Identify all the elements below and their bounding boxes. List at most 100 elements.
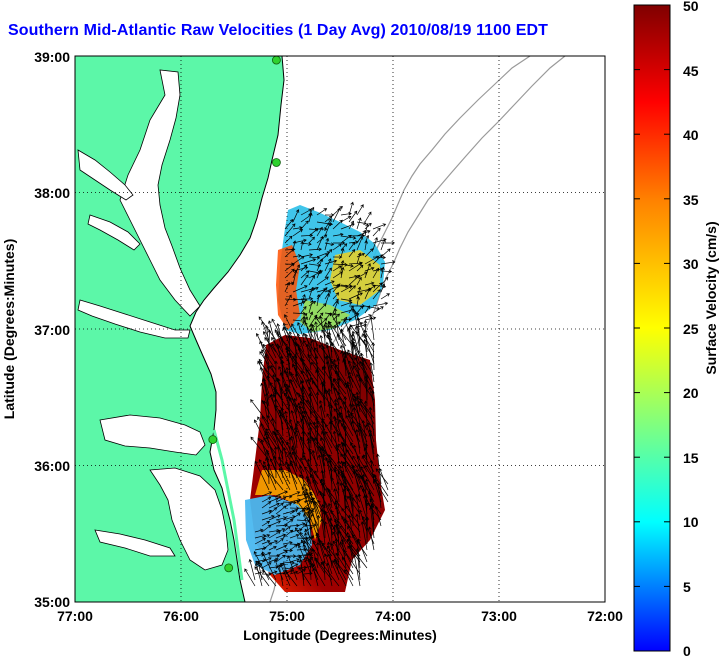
velocity-arrow (316, 293, 321, 307)
velocity-arrow (361, 455, 375, 479)
velocity-arrow (292, 256, 305, 265)
velocity-arrow (289, 533, 300, 539)
velocity-arrow (268, 557, 279, 563)
velocity-arrow (295, 429, 305, 455)
velocity-arrow (300, 296, 314, 301)
velocity-arrow (367, 526, 375, 551)
velocity-arrow (359, 474, 375, 503)
velocity-arrow (324, 259, 338, 265)
velocity-arrow (364, 263, 371, 279)
plot-border (74, 55, 606, 603)
velocity-arrow (351, 337, 356, 371)
velocity-arrow (316, 269, 322, 279)
velocity-arrow (356, 276, 362, 286)
velocity-arrow (261, 491, 273, 497)
velocity-arrow (364, 378, 369, 407)
velocity-arrow (289, 563, 299, 569)
velocity-arrow (268, 514, 281, 521)
velocity-arrow (282, 562, 291, 581)
velocity-arrow (268, 570, 278, 575)
velocity-arrow (254, 562, 263, 587)
velocity-arrow (358, 509, 368, 533)
velocity-arrow (261, 520, 271, 527)
velocity-arrow (292, 300, 306, 307)
velocity-arrow (300, 370, 312, 395)
velocity-arrow (292, 285, 308, 293)
velocity-arrow (291, 451, 305, 473)
velocity-arrow (291, 447, 305, 467)
velocity-arrow (321, 366, 340, 395)
velocity-arrow (302, 454, 319, 479)
velocity-arrow (316, 303, 327, 314)
velocity-arrow (308, 386, 319, 407)
velocity-arrow (275, 538, 284, 545)
colorbar-tick-label: 50 (683, 0, 699, 14)
velocity-arrow (289, 513, 301, 521)
velocity-arrow (380, 260, 396, 265)
velocity-arrow (345, 519, 361, 545)
velocity-arrow (356, 305, 364, 314)
velocity-arrow (337, 391, 347, 413)
velocity-arrow (348, 313, 360, 321)
velocity-arrow (324, 258, 332, 272)
velocity-arrow (295, 351, 312, 377)
velocity-vectors (244, 201, 396, 587)
velocity-arrow (340, 298, 353, 303)
velocity-arrow (351, 330, 361, 359)
velocity-arrow (282, 500, 297, 505)
velocity-arrow (327, 553, 340, 581)
velocity-arrow (342, 461, 354, 485)
velocity-arrow (358, 377, 363, 401)
velocity-arrow (308, 228, 319, 237)
y-tick-label: 36:00 (34, 458, 70, 474)
y-tick-label: 37:00 (34, 322, 70, 338)
velocity-arrow (289, 558, 300, 563)
velocity-arrow (278, 413, 284, 437)
velocity-arrow (282, 560, 295, 565)
velocity-arrow (343, 350, 354, 377)
velocity-arrow (328, 374, 333, 395)
velocity-arrow (340, 243, 348, 251)
colorbar-tick-label: 5 (683, 579, 691, 595)
velocity-arrow (329, 523, 334, 545)
velocity-arrow (308, 447, 319, 467)
velocity-arrow (261, 534, 271, 539)
velocity-arrow (268, 545, 277, 551)
velocity-arrow (279, 372, 291, 401)
velocity-arrow (303, 332, 319, 359)
colorbar-tick-label: 20 (683, 385, 699, 401)
velocity-arrow (292, 269, 298, 286)
velocity-arrow (354, 494, 361, 521)
velocity-arrow (308, 287, 314, 300)
velocity-arrow (324, 237, 330, 251)
radar-station-marker (224, 563, 234, 573)
velocity-arrow (314, 470, 326, 491)
velocity-arrow (254, 537, 267, 545)
velocity-arrow (316, 276, 329, 286)
velocity-arrow (329, 357, 340, 377)
velocity-arrow (261, 496, 272, 503)
velocity-arrow (271, 318, 284, 341)
velocity-arrow (358, 428, 368, 461)
velocity-arrow (303, 339, 319, 365)
velocity-arrow (275, 502, 284, 509)
velocity-arrow (261, 542, 273, 551)
velocity-arrow (332, 321, 341, 328)
velocity-arrow (332, 219, 343, 230)
x-tick-label: 72:00 (587, 608, 623, 624)
velocity-arrow (275, 505, 287, 515)
velocity-arrow (356, 296, 361, 307)
velocity-arrow (292, 229, 304, 237)
velocity-arrow (357, 493, 368, 521)
velocity-arrow (356, 286, 362, 300)
velocity-arrow (289, 462, 305, 491)
velocity-arrow (340, 266, 345, 279)
velocity-arrow (342, 358, 354, 389)
x-axis-label: Longitude (Degrees:Minutes) (243, 627, 437, 643)
velocity-arrow (368, 506, 375, 539)
albemarle-sound (99, 414, 206, 456)
velocity-arrow (296, 420, 312, 443)
velocity-arrow (309, 492, 319, 521)
velocity-arrow (332, 207, 341, 223)
